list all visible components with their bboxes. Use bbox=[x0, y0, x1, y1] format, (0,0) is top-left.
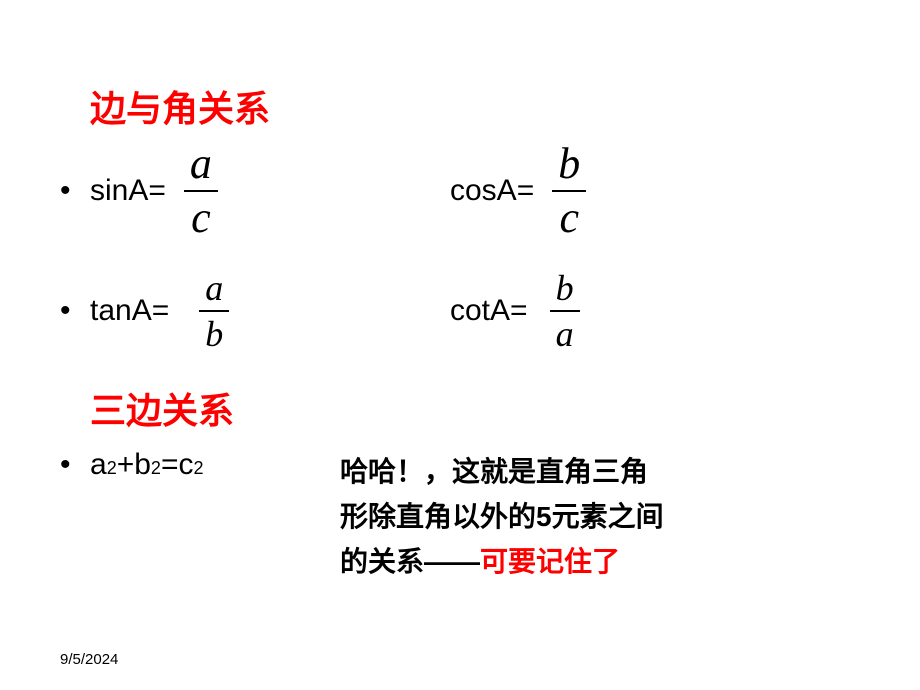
frac-den: c bbox=[185, 192, 217, 240]
note-text: 哈哈！，这就是直角三角 形除直角以外的5元素之间 的关系——可要记住了 bbox=[340, 450, 664, 584]
frac-b-over-a: b a bbox=[550, 270, 580, 352]
row-tan-cot: • tanA= a b cotA= b a bbox=[60, 270, 860, 352]
pyth-c: c bbox=[178, 448, 193, 482]
frac-a-over-c: a c bbox=[184, 142, 218, 240]
pyth-c-sup: 2 bbox=[193, 458, 203, 479]
frac-num: a bbox=[184, 142, 218, 190]
pyth-a-sup: 2 bbox=[107, 458, 117, 479]
label-tan: tanA= bbox=[90, 294, 169, 328]
note-line3-a: 的关系—— bbox=[340, 546, 480, 577]
pyth-b: b bbox=[134, 448, 151, 482]
note-line3-b: 可要记住了 bbox=[480, 546, 620, 577]
heading-side-angle: 边与角关系 bbox=[90, 80, 860, 132]
frac-num: b bbox=[552, 142, 586, 190]
bullet-1: • bbox=[60, 174, 90, 208]
frac-den: a bbox=[550, 312, 580, 352]
pyth-eq: = bbox=[161, 448, 179, 482]
frac-num: b bbox=[550, 270, 580, 310]
bullet-3: • bbox=[60, 448, 90, 482]
frac-b-over-c: b c bbox=[552, 142, 586, 240]
label-cos: cosA= bbox=[450, 174, 534, 208]
frac-num: a bbox=[199, 270, 229, 310]
note-line-2: 形除直角以外的5元素之间 bbox=[340, 495, 664, 540]
row-sin-cos: • sinA= a c cosA= b c bbox=[60, 142, 860, 240]
label-cot: cotA= bbox=[450, 294, 528, 328]
frac-den: c bbox=[553, 192, 585, 240]
note-line-3: 的关系——可要记住了 bbox=[340, 540, 664, 585]
bullet-2: • bbox=[60, 294, 90, 328]
pyth-plus: + bbox=[117, 448, 135, 482]
label-sin: sinA= bbox=[90, 174, 166, 208]
note-line-1: 哈哈！，这就是直角三角 bbox=[340, 450, 664, 495]
frac-a-over-b: a b bbox=[199, 270, 229, 352]
pyth-b-sup: 2 bbox=[151, 458, 161, 479]
pyth-a: a bbox=[90, 448, 107, 482]
heading-three-sides: 三边关系 bbox=[90, 382, 860, 434]
frac-den: b bbox=[199, 312, 229, 352]
footer-date: 9/5/2024 bbox=[60, 651, 118, 668]
